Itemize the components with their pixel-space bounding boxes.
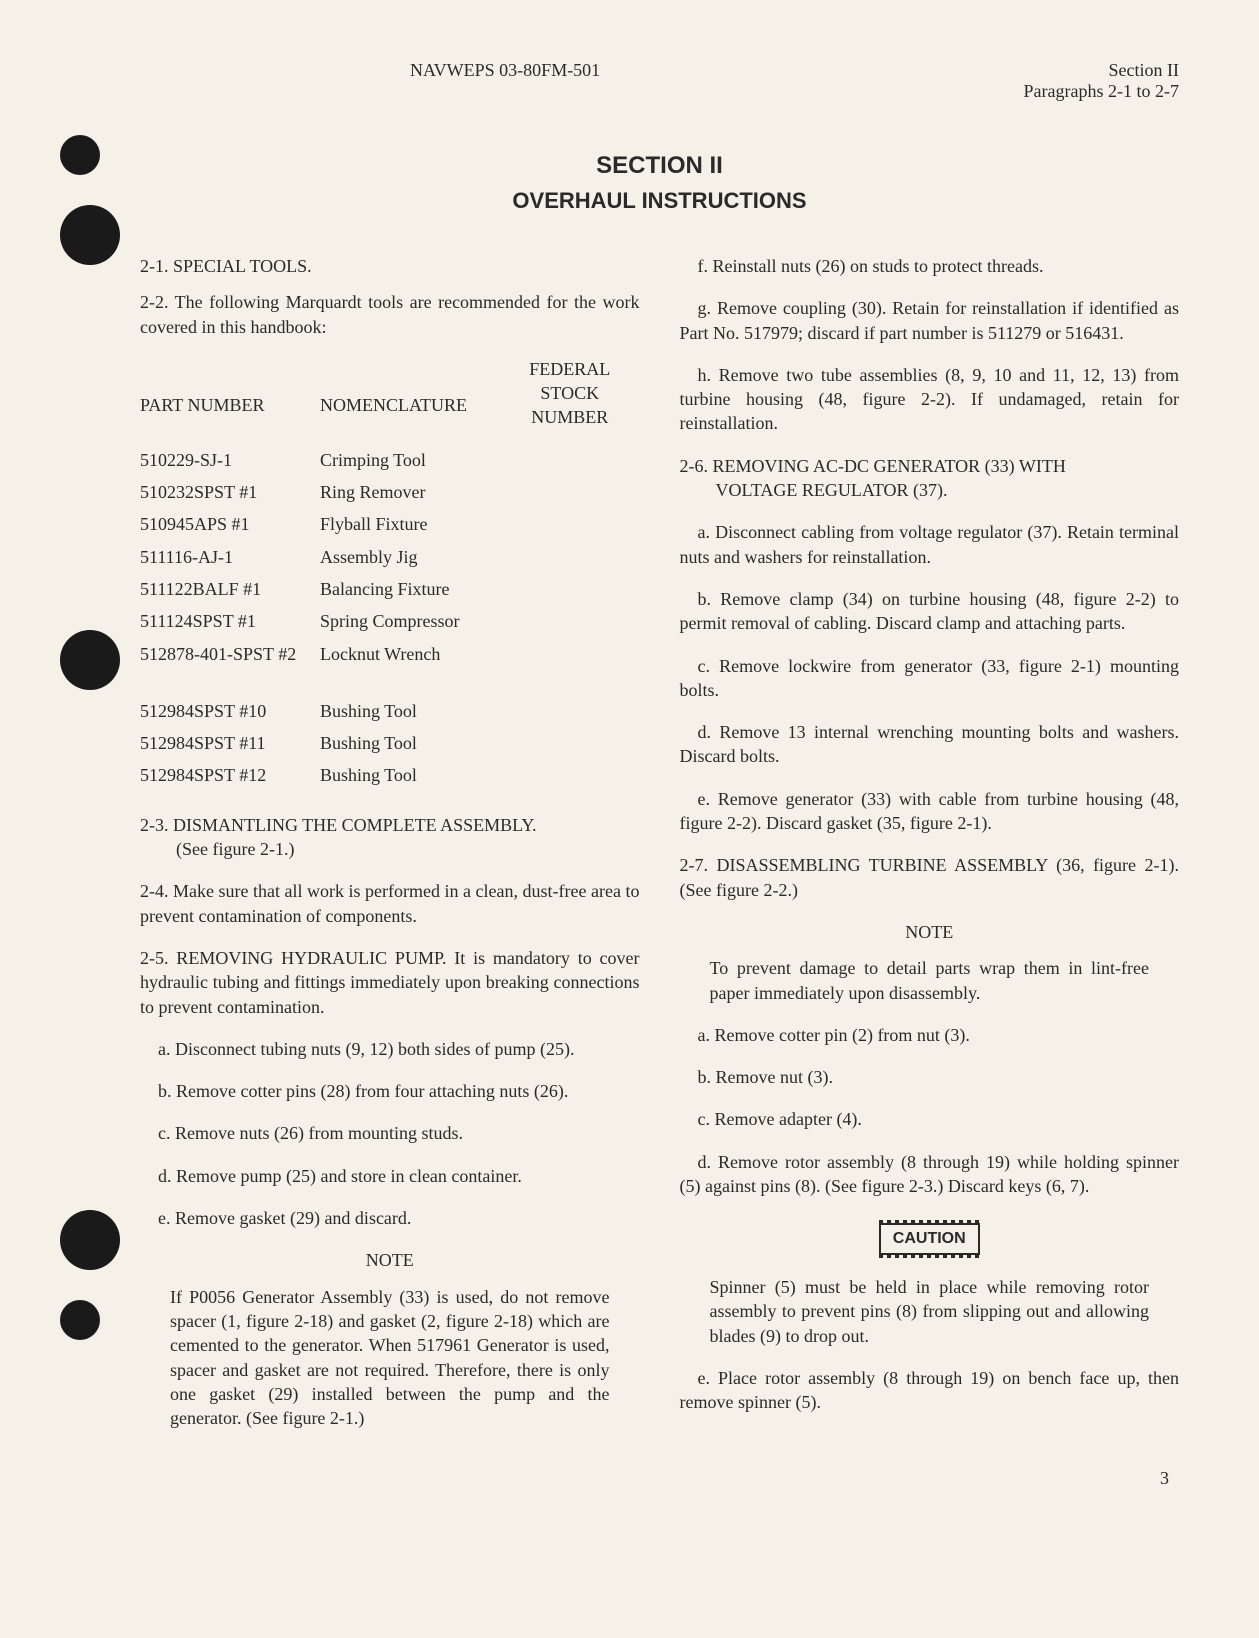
table-row: 511124SPST #1 Spring Compressor bbox=[140, 609, 640, 633]
th-fed-3: NUMBER bbox=[500, 405, 640, 429]
th-nomenclature: NOMENCLATURE bbox=[320, 357, 500, 430]
para-2-6c: c. Remove lockwire from generator (33, f… bbox=[680, 654, 1180, 703]
tools-table: PART NUMBER NOMENCLATURE FEDERAL STOCK N… bbox=[140, 357, 640, 788]
td-nom: Crimping Tool bbox=[320, 448, 540, 472]
para-2-6b: b. Remove clamp (34) on turbine housing … bbox=[680, 587, 1180, 636]
para-2-7c: c. Remove adapter (4). bbox=[680, 1107, 1180, 1131]
note-label: NOTE bbox=[140, 1248, 640, 1272]
td-nom: Bushing Tool bbox=[320, 763, 540, 787]
para-2-6a: a. Disconnect cabling from voltage regul… bbox=[680, 520, 1180, 569]
para-2-6-text: 2-6. REMOVING AC-DC GENERATOR (33) WITH … bbox=[680, 456, 1066, 500]
td-nom: Ring Remover bbox=[320, 480, 540, 504]
para-2-6: 2-6. REMOVING AC-DC GENERATOR (33) WITH … bbox=[680, 454, 1180, 503]
punch-hole bbox=[60, 205, 120, 265]
td-nom: Assembly Jig bbox=[320, 545, 540, 569]
table-header-row: PART NUMBER NOMENCLATURE FEDERAL STOCK N… bbox=[140, 357, 640, 430]
para-2-3-text: 2-3. DISMANTLING THE COMPLETE ASSEMBLY. … bbox=[140, 815, 537, 859]
th-fed-1: FEDERAL bbox=[500, 357, 640, 381]
para-2-7d: d. Remove rotor assembly (8 through 19) … bbox=[680, 1150, 1180, 1199]
left-column: 2-1. SPECIAL TOOLS. 2-2. The following M… bbox=[140, 254, 640, 1448]
para-2-2: 2-2. The following Marquardt tools are r… bbox=[140, 290, 640, 339]
para-2-5c: c. Remove nuts (26) from mounting studs. bbox=[140, 1121, 640, 1145]
paragraph-range: Paragraphs 2-1 to 2-7 bbox=[1024, 81, 1179, 102]
para-2-5d: d. Remove pump (25) and store in clean c… bbox=[140, 1164, 640, 1188]
table-row: 512984SPST #11 Bushing Tool bbox=[140, 731, 640, 755]
para-2-7e: e. Place rotor assembly (8 through 19) o… bbox=[680, 1366, 1180, 1415]
td-part: 512984SPST #11 bbox=[140, 731, 320, 755]
para-2-5b: b. Remove cotter pins (28) from four att… bbox=[140, 1079, 640, 1103]
section-subtitle: OVERHAUL INSTRUCTIONS bbox=[140, 188, 1179, 214]
caution-label: CAUTION bbox=[879, 1223, 980, 1255]
right-column: f. Reinstall nuts (26) on studs to prote… bbox=[680, 254, 1180, 1448]
para-2-7b: b. Remove nut (3). bbox=[680, 1065, 1180, 1089]
para-2-5e: e. Remove gasket (29) and discard. bbox=[140, 1206, 640, 1230]
table-row: 512984SPST #12 Bushing Tool bbox=[140, 763, 640, 787]
td-part: 511116-AJ-1 bbox=[140, 545, 320, 569]
punch-hole bbox=[60, 135, 100, 175]
td-part: 510229-SJ-1 bbox=[140, 448, 320, 472]
para-2-6e: e. Remove generator (33) with cable from… bbox=[680, 787, 1180, 836]
header-right: Section II Paragraphs 2-1 to 2-7 bbox=[1024, 60, 1179, 102]
table-row: 512984SPST #10 Bushing Tool bbox=[140, 699, 640, 723]
para-2-7a: a. Remove cotter pin (2) from nut (3). bbox=[680, 1023, 1180, 1047]
table-row: 511122BALF #1 Balancing Fixture bbox=[140, 577, 640, 601]
para-2-5f: f. Reinstall nuts (26) on studs to prote… bbox=[680, 254, 1180, 278]
table-row: 510229-SJ-1 Crimping Tool bbox=[140, 448, 640, 472]
td-nom: Bushing Tool bbox=[320, 699, 540, 723]
th-fed-2: STOCK bbox=[500, 381, 640, 405]
para-2-3: 2-3. DISMANTLING THE COMPLETE ASSEMBLY. … bbox=[140, 813, 640, 862]
table-row: 512878-401-SPST #2 Locknut Wrench bbox=[140, 642, 640, 666]
para-2-6d: d. Remove 13 internal wrenching mounting… bbox=[680, 720, 1180, 769]
para-2-1: 2-1. SPECIAL TOOLS. bbox=[140, 254, 640, 278]
para-2-5h: h. Remove two tube assemblies (8, 9, 10 … bbox=[680, 363, 1180, 436]
table-gap bbox=[140, 674, 640, 699]
para-2-7: 2-7. DISASSEMBLING TURBINE ASSEMBLY (36,… bbox=[680, 853, 1180, 902]
content-columns: 2-1. SPECIAL TOOLS. 2-2. The following M… bbox=[140, 254, 1179, 1448]
note-body: If P0056 Generator Assembly (33) is used… bbox=[140, 1285, 640, 1431]
page-number: 3 bbox=[140, 1468, 1179, 1489]
td-nom: Locknut Wrench bbox=[300, 642, 520, 666]
td-part: 512984SPST #10 bbox=[140, 699, 320, 723]
section-label: Section II bbox=[1024, 60, 1179, 81]
page-container: NAVWEPS 03-80FM-501 Section II Paragraph… bbox=[0, 0, 1259, 1529]
td-nom: Flyball Fixture bbox=[320, 512, 540, 536]
th-part-number: PART NUMBER bbox=[140, 357, 320, 430]
punch-hole bbox=[60, 630, 120, 690]
td-nom: Bushing Tool bbox=[320, 731, 540, 755]
th-federal: FEDERAL STOCK NUMBER bbox=[500, 357, 640, 430]
para-2-4: 2-4. Make sure that all work is performe… bbox=[140, 879, 640, 928]
para-2-5: 2-5. REMOVING HYDRAULIC PUMP. It is mand… bbox=[140, 946, 640, 1019]
td-nom: Balancing Fixture bbox=[320, 577, 540, 601]
caution-body: Spinner (5) must be held in place while … bbox=[680, 1275, 1180, 1348]
table-row: 510945APS #1 Flyball Fixture bbox=[140, 512, 640, 536]
td-part: 510232SPST #1 bbox=[140, 480, 320, 504]
td-part: 512878-401-SPST #2 bbox=[140, 642, 300, 666]
note-body: To prevent damage to detail parts wrap t… bbox=[680, 956, 1180, 1005]
caution-box: CAUTION bbox=[680, 1223, 1180, 1255]
para-2-5g: g. Remove coupling (30). Retain for rein… bbox=[680, 296, 1180, 345]
td-part: 510945APS #1 bbox=[140, 512, 320, 536]
punch-hole bbox=[60, 1300, 100, 1340]
punch-hole bbox=[60, 1210, 120, 1270]
table-row: 511116-AJ-1 Assembly Jig bbox=[140, 545, 640, 569]
note-label: NOTE bbox=[680, 920, 1180, 944]
table-row: 510232SPST #1 Ring Remover bbox=[140, 480, 640, 504]
td-nom: Spring Compressor bbox=[320, 609, 540, 633]
section-title: SECTION II bbox=[140, 152, 1179, 180]
td-part: 511122BALF #1 bbox=[140, 577, 320, 601]
doc-number: NAVWEPS 03-80FM-501 bbox=[140, 60, 600, 102]
page-header: NAVWEPS 03-80FM-501 Section II Paragraph… bbox=[140, 60, 1179, 102]
td-part: 512984SPST #12 bbox=[140, 763, 320, 787]
para-2-5a: a. Disconnect tubing nuts (9, 12) both s… bbox=[140, 1037, 640, 1061]
td-part: 511124SPST #1 bbox=[140, 609, 320, 633]
